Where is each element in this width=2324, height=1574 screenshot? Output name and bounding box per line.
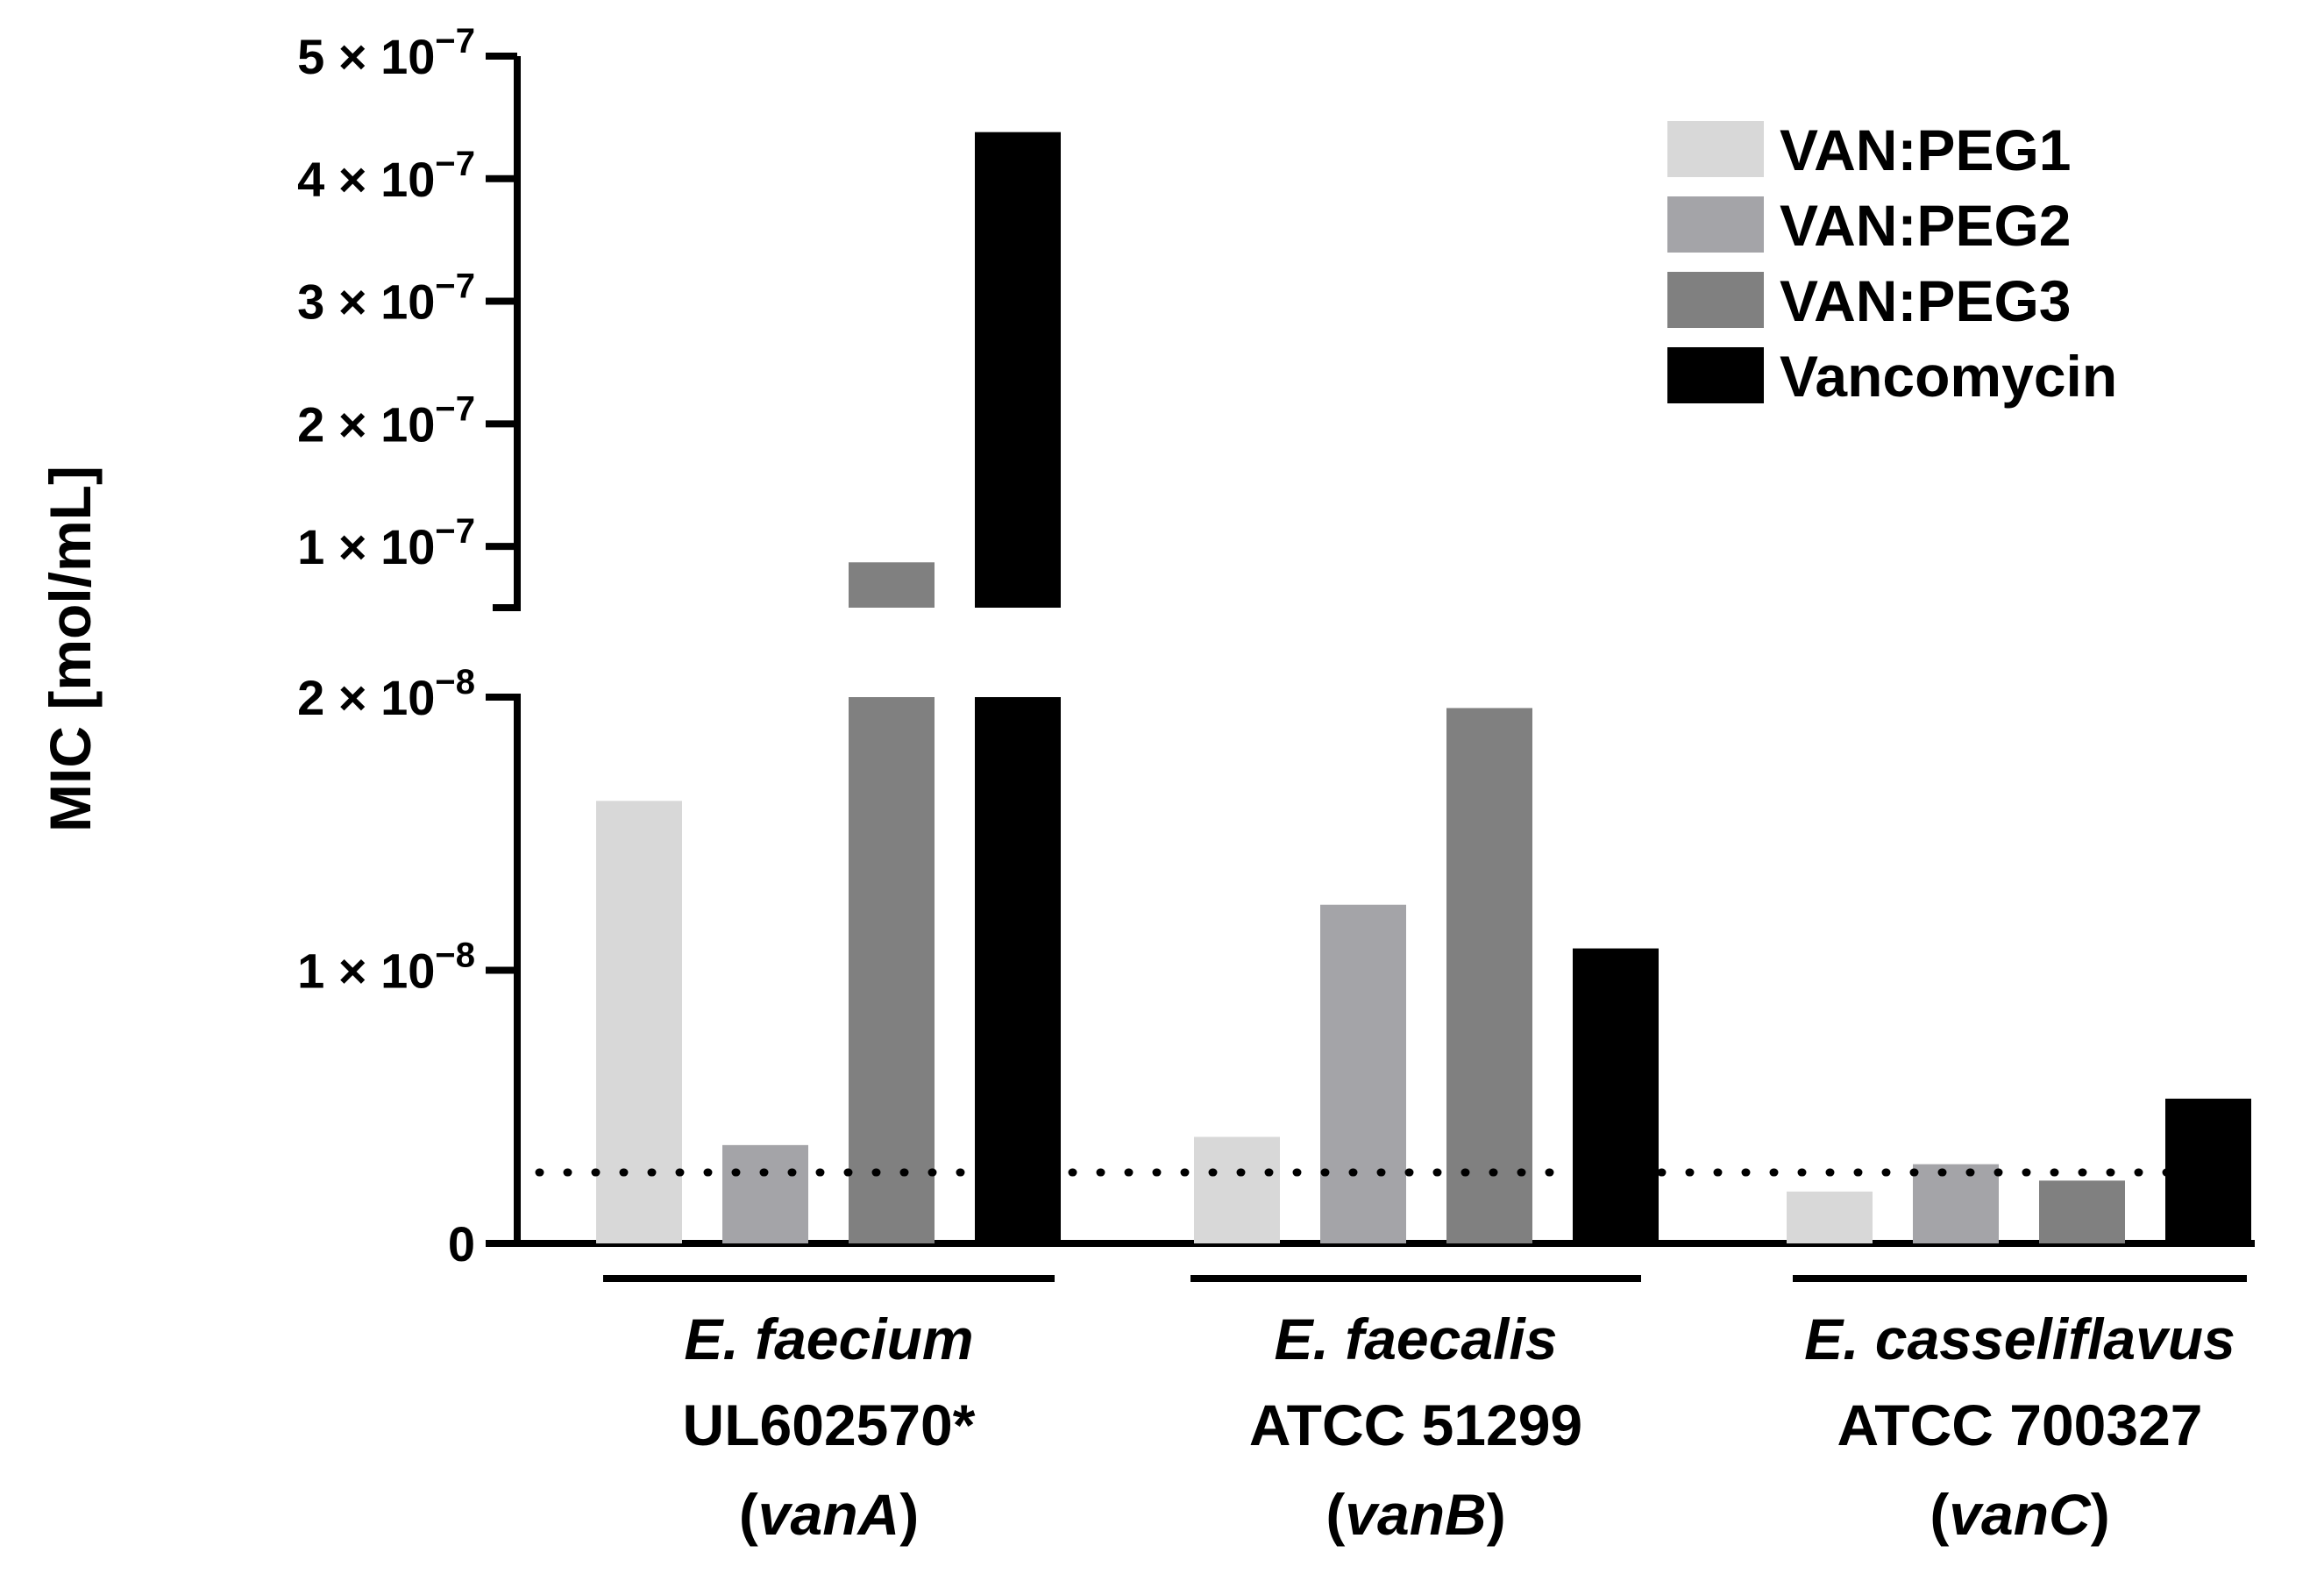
y-tick-label: 4 × 10−7	[297, 145, 475, 207]
bar-van-peg3-group-3	[2039, 1180, 2125, 1243]
y-tick-label: 5 × 10−7	[297, 22, 475, 84]
bar-van-peg1-group-2	[1194, 1136, 1280, 1243]
bar-van-peg2-group-3	[1913, 1164, 1999, 1243]
group-species-label: E. faecalis	[1275, 1307, 1558, 1371]
y-tick-label: 1 × 10−7	[297, 512, 475, 574]
bar-van-peg2-group-1	[722, 1144, 808, 1243]
y-axis-title: MIC [mol/mL]	[38, 466, 103, 832]
legend-swatch-1	[1667, 121, 1764, 177]
bar-van-peg1-group-3	[1787, 1191, 1873, 1243]
bar-vancomycin-group-1-upper	[975, 132, 1061, 608]
bar-vancomycin-group-3	[2165, 1098, 2251, 1243]
group-gene-label: (vanA)	[739, 1482, 919, 1547]
y-tick-label: 2 × 10−7	[297, 389, 475, 452]
bar-vancomycin-group-2	[1573, 948, 1659, 1243]
group-gene-label: (vanC)	[1930, 1482, 2109, 1547]
y-tick-label: 0	[448, 1216, 475, 1271]
bar-van-peg3-group-1-upper	[849, 562, 935, 608]
legend-swatch-3	[1667, 272, 1764, 328]
group-gene-label: (vanB)	[1325, 1482, 1505, 1547]
bar-van-peg3-group-1-lower	[849, 697, 935, 1243]
group-strain-label: ATCC 700327	[1837, 1392, 2203, 1457]
group-strain-label: UL602570*	[683, 1392, 976, 1457]
bar-van-peg1-group-1	[596, 801, 682, 1243]
legend-swatch-4	[1667, 347, 1764, 403]
legend-label-1: VAN:PEG1	[1780, 118, 2072, 182]
legend-label-4: Vancomycin	[1780, 344, 2117, 409]
legend-swatch-2	[1667, 196, 1764, 253]
bar-vancomycin-group-1-lower	[975, 697, 1061, 1243]
y-tick-label: 2 × 10−8	[297, 663, 475, 725]
y-tick-label: 1 × 10−8	[297, 937, 475, 999]
group-strain-label: ATCC 51299	[1249, 1392, 1582, 1457]
legend-label-2: VAN:PEG2	[1780, 193, 2072, 258]
legend-label-3: VAN:PEG3	[1780, 268, 2072, 333]
group-species-label: E. casseliflavus	[1804, 1307, 2235, 1371]
group-species-label: E. faecium	[684, 1307, 973, 1371]
bar-van-peg2-group-2	[1320, 904, 1406, 1243]
y-tick-label: 3 × 10−7	[297, 267, 475, 330]
bar-van-peg3-group-2	[1446, 708, 1532, 1243]
